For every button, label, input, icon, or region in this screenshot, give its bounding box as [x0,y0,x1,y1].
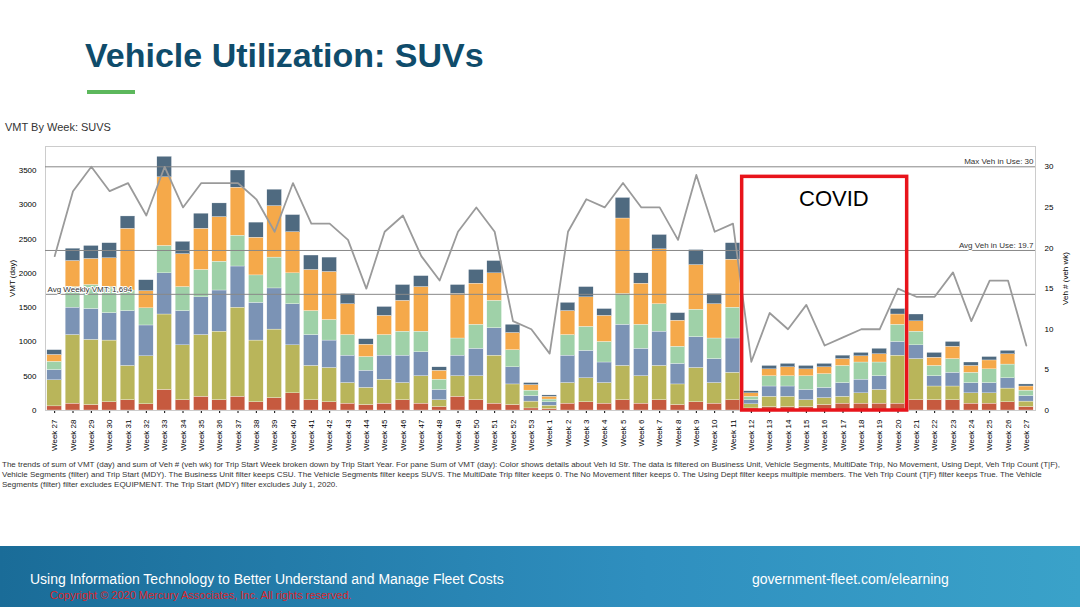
svg-text:Week 16: Week 16 [820,419,829,451]
html-text:Vehicle Utilization: SUVs: Vehicle Utilization: SUVs [85,36,484,74]
svg-text:10: 10 [1045,325,1054,334]
svg-text:Week 47: Week 47 [417,419,426,451]
svg-text:Week 45: Week 45 [380,419,389,451]
svg-text:Week 5: Week 5 [619,419,628,447]
svg-text:Week 53: Week 53 [527,419,536,451]
svg-text:Week 50: Week 50 [472,419,481,451]
svg-text:Week 4: Week 4 [600,419,609,447]
svg-text:Week 31: Week 31 [124,419,133,451]
svg-text:Week 49: Week 49 [454,419,463,451]
svg-text:Week 13: Week 13 [765,419,774,451]
svg-text:Week 38: Week 38 [252,419,261,451]
svg-text:Week 9: Week 9 [692,419,701,447]
svg-text:Week 10: Week 10 [710,419,719,451]
svg-text:Week 7: Week 7 [655,419,664,447]
svg-text:1000: 1000 [19,337,37,346]
html-text:The trends of sum of VMT (day): The trends of sum of VMT (day) and sum o… [2,460,1060,489]
svg-text:0: 0 [32,406,37,415]
svg-text:5: 5 [1045,365,1050,374]
svg-text:Week 11: Week 11 [729,419,738,450]
svg-text:VMT (day): VMT (day) [8,260,17,298]
svg-text:Week 44: Week 44 [362,419,371,451]
svg-text:Week 30: Week 30 [105,419,114,451]
svg-text:20: 20 [1045,244,1054,253]
svg-text:Max Veh in Use: 30: Max Veh in Use: 30 [964,157,1034,166]
svg-text:Week 17: Week 17 [839,419,848,451]
svg-text:1500: 1500 [19,303,37,312]
svg-text:Week 23: Week 23 [949,419,958,451]
html-text:Copyright © 2020 Mercury Assoc: Copyright © 2020 Mercury Associates, Inc… [50,589,352,601]
svg-text:2000: 2000 [19,269,37,278]
svg-text:Week 14: Week 14 [784,419,793,451]
svg-text:3000: 3000 [19,200,37,209]
svg-text:Week 35: Week 35 [197,419,206,451]
svg-text:Week 42: Week 42 [325,419,334,451]
html-text:government-fleet.com/elearning: government-fleet.com/elearning [752,571,949,587]
svg-text:Week 1: Week 1 [545,419,554,447]
svg-text:30: 30 [1045,162,1054,171]
svg-text:Avg Weekly VMT: 1,694: Avg Weekly VMT: 1,694 [48,285,133,294]
svg-text:Week 6: Week 6 [637,419,646,447]
html-text:VMT By Week: SUVS: VMT By Week: SUVS [5,121,111,133]
svg-text:Week 39: Week 39 [270,419,279,451]
svg-text:Week 20: Week 20 [894,419,903,451]
svg-text:Week 41: Week 41 [307,419,316,451]
svg-text:Week 3: Week 3 [582,419,591,447]
svg-text:500: 500 [23,372,37,381]
svg-text:Week 26: Week 26 [1004,419,1013,451]
svg-text:Week 52: Week 52 [509,419,518,451]
svg-text:Veh # (veh wk): Veh # (veh wk) [1061,252,1070,305]
svg-text:Week 27: Week 27 [1022,419,1031,451]
svg-text:Week 24: Week 24 [967,419,976,451]
html-text:Using Information Technology t: Using Information Technology to Better U… [30,571,504,587]
svg-text:Week 34: Week 34 [179,419,188,451]
svg-text:Week 12: Week 12 [747,419,756,451]
svg-text:Week 36: Week 36 [215,419,224,451]
svg-text:Week 21: Week 21 [912,419,921,451]
svg-text:0: 0 [1045,406,1050,415]
svg-text:Week 19: Week 19 [875,419,884,451]
svg-text:25: 25 [1045,203,1054,212]
svg-text:Avg Veh in Use: 19.7: Avg Veh in Use: 19.7 [959,241,1034,250]
svg-text:Week 2: Week 2 [564,419,573,447]
svg-text:15: 15 [1045,284,1054,293]
svg-text:Week 27: Week 27 [50,419,59,451]
svg-text:Week 29: Week 29 [87,419,96,451]
svg-text:Week 46: Week 46 [399,419,408,451]
svg-text:Week 33: Week 33 [160,419,169,451]
svg-text:Week 18: Week 18 [857,419,866,451]
svg-text:3500: 3500 [19,166,37,175]
svg-text:Week 43: Week 43 [344,419,353,451]
svg-text:Week 48: Week 48 [435,419,444,451]
svg-text:Week 40: Week 40 [289,419,298,451]
svg-text:Week 51: Week 51 [490,419,499,451]
svg-text:Week 25: Week 25 [985,419,994,451]
svg-text:Week 22: Week 22 [930,419,939,451]
svg-text:Week 32: Week 32 [142,419,151,451]
svg-text:Week 28: Week 28 [69,419,78,451]
svg-text:2500: 2500 [19,235,37,244]
svg-text:Week 15: Week 15 [802,419,811,451]
svg-text:Week 37: Week 37 [234,419,243,451]
svg-text:COVID: COVID [799,186,869,211]
svg-text:Week 8: Week 8 [674,419,683,447]
